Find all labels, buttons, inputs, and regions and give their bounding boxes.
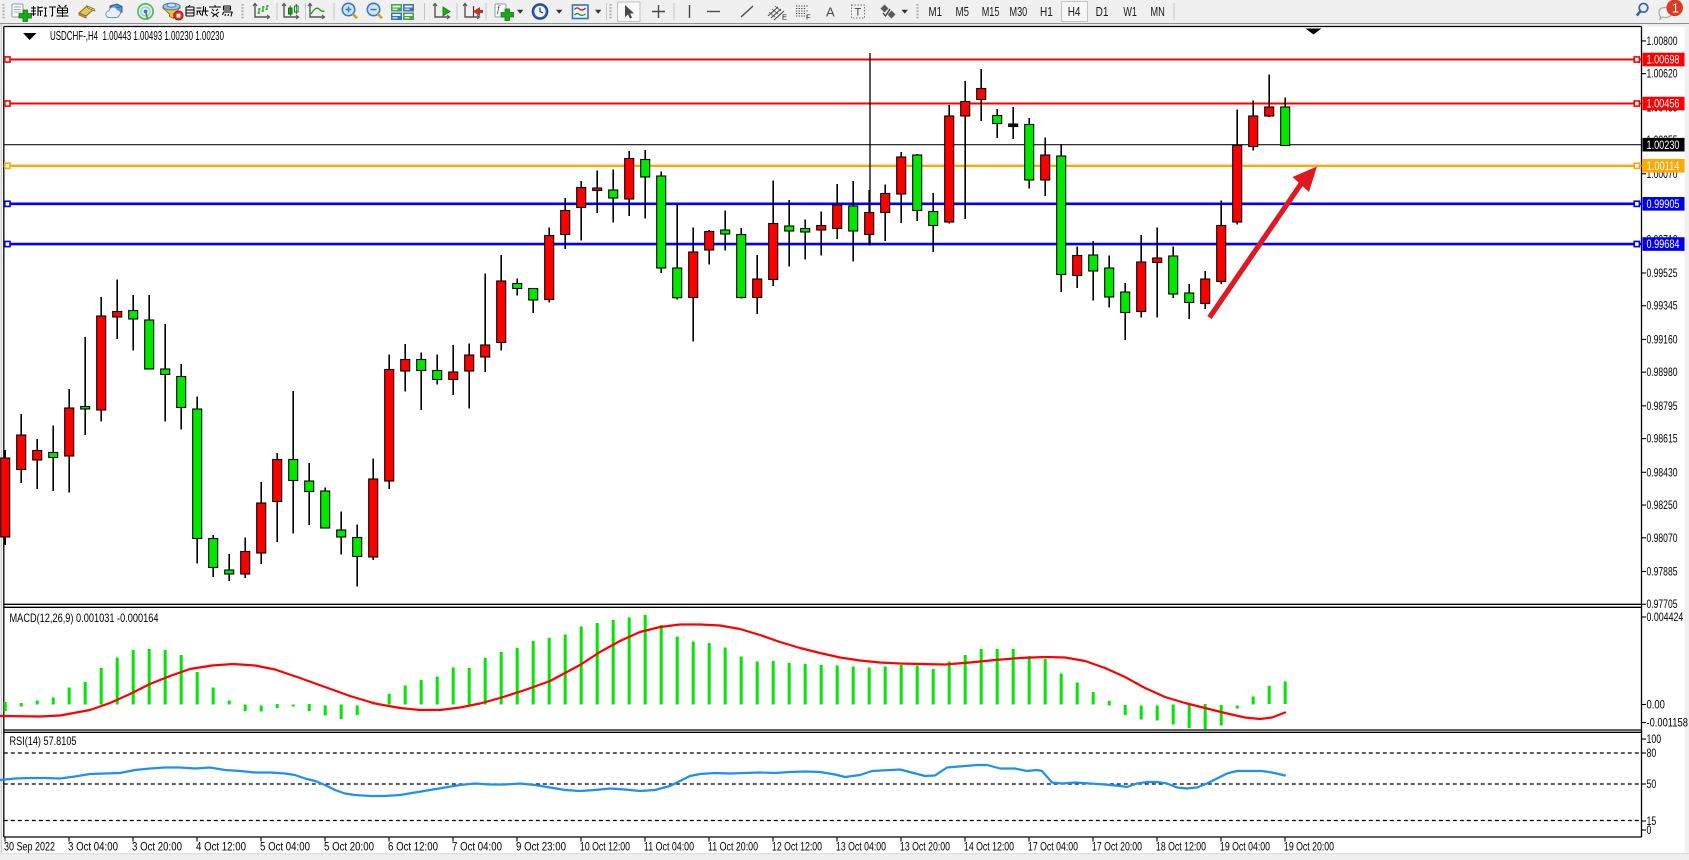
svg-text:12 Oct 12:00: 12 Oct 12:00 [772,840,822,854]
svg-text:A: A [826,5,835,20]
svg-text:USDCHF-,H4 1.00443 1.00493 1.: USDCHF-,H4 1.00443 1.00493 1.00230 1.002… [50,29,224,43]
svg-text:0.98250: 0.98250 [1647,498,1678,512]
svg-text:0.99684: 0.99684 [1647,237,1680,251]
svg-text:15: 15 [1647,814,1657,828]
svg-text:18 Oct 12:00: 18 Oct 12:00 [1156,840,1206,854]
svg-text:M30: M30 [1010,5,1028,19]
svg-text:13 Oct 20:00: 13 Oct 20:00 [900,840,950,854]
svg-text:0.99525: 0.99525 [1647,266,1678,280]
svg-text:0.98430: 0.98430 [1647,465,1678,479]
svg-text:5 Oct 04:00: 5 Oct 04:00 [260,840,310,854]
svg-text:M15: M15 [982,5,1000,19]
svg-text:0.00: 0.00 [1647,698,1666,712]
svg-text:50: 50 [1647,777,1657,791]
svg-text:0.99160: 0.99160 [1647,332,1678,346]
svg-text:9 Oct 23:00: 9 Oct 23:00 [516,840,566,854]
svg-text:0.97705: 0.97705 [1647,597,1678,611]
svg-text:17 Oct 04:00: 17 Oct 04:00 [1028,840,1078,854]
svg-text:1: 1 [1672,1,1679,15]
svg-text:-0.001158: -0.001158 [1647,716,1689,730]
svg-text:30 Sep 2022: 30 Sep 2022 [4,840,55,854]
svg-text:3 Oct 04:00: 3 Oct 04:00 [68,840,118,854]
svg-text:1.00620: 1.00620 [1647,67,1678,81]
svg-text:5 Oct 20:00: 5 Oct 20:00 [324,840,374,854]
svg-text:f: f [497,4,501,14]
svg-text:11 Oct 04:00: 11 Oct 04:00 [644,840,694,854]
svg-text:0.98980: 0.98980 [1647,365,1678,379]
svg-text:10 Oct 12:00: 10 Oct 12:00 [580,840,630,854]
svg-text:0.004424: 0.004424 [1647,610,1684,624]
svg-text:0: 0 [1647,823,1652,837]
svg-text:MN: MN [1150,5,1165,19]
svg-text:1.00800: 1.00800 [1647,34,1678,48]
svg-text:W1: W1 [1123,5,1137,19]
svg-text:0.98795: 0.98795 [1647,399,1678,413]
svg-text:1.00698: 1.00698 [1647,53,1680,67]
svg-text:D1: D1 [1096,5,1109,19]
svg-text:MACD(12,26,9) 0.001031 -0.0001: MACD(12,26,9) 0.001031 -0.000164 [10,611,159,625]
svg-text:E: E [782,13,787,22]
svg-text:1.00114: 1.00114 [1647,159,1680,173]
svg-text:100: 100 [1647,732,1662,746]
svg-text:1.00456: 1.00456 [1647,97,1680,111]
svg-text:F: F [806,13,811,22]
svg-text:6 Oct 12:00: 6 Oct 12:00 [388,840,438,854]
svg-text:0.98615: 0.98615 [1647,432,1678,446]
svg-text:3 Oct 20:00: 3 Oct 20:00 [132,840,182,854]
svg-text:14 Oct 12:00: 14 Oct 12:00 [964,840,1014,854]
svg-text:H1: H1 [1040,5,1053,19]
svg-text:M1: M1 [929,5,943,19]
svg-text:0.98070: 0.98070 [1647,531,1678,545]
svg-text:H4: H4 [1068,5,1081,19]
svg-text:17 Oct 20:00: 17 Oct 20:00 [1092,840,1142,854]
svg-text:19 Oct 04:00: 19 Oct 04:00 [1220,840,1270,854]
svg-text:0.99905: 0.99905 [1647,197,1680,211]
svg-text:0.97885: 0.97885 [1647,564,1678,578]
svg-text:M5: M5 [956,5,970,19]
svg-text:80: 80 [1647,746,1657,760]
svg-text:11 Oct 20:00: 11 Oct 20:00 [708,840,758,854]
svg-text:T: T [855,7,862,19]
svg-text:19 Oct 20:00: 19 Oct 20:00 [1284,840,1334,854]
svg-text:7 Oct 04:00: 7 Oct 04:00 [452,840,502,854]
svg-text:4 Oct 12:00: 4 Oct 12:00 [196,840,246,854]
svg-text:RSI(14) 57.8105: RSI(14) 57.8105 [10,734,77,748]
svg-text:0.99345: 0.99345 [1647,299,1678,313]
svg-text:13 Oct 04:00: 13 Oct 04:00 [836,840,886,854]
svg-text:1.00230: 1.00230 [1647,138,1680,152]
